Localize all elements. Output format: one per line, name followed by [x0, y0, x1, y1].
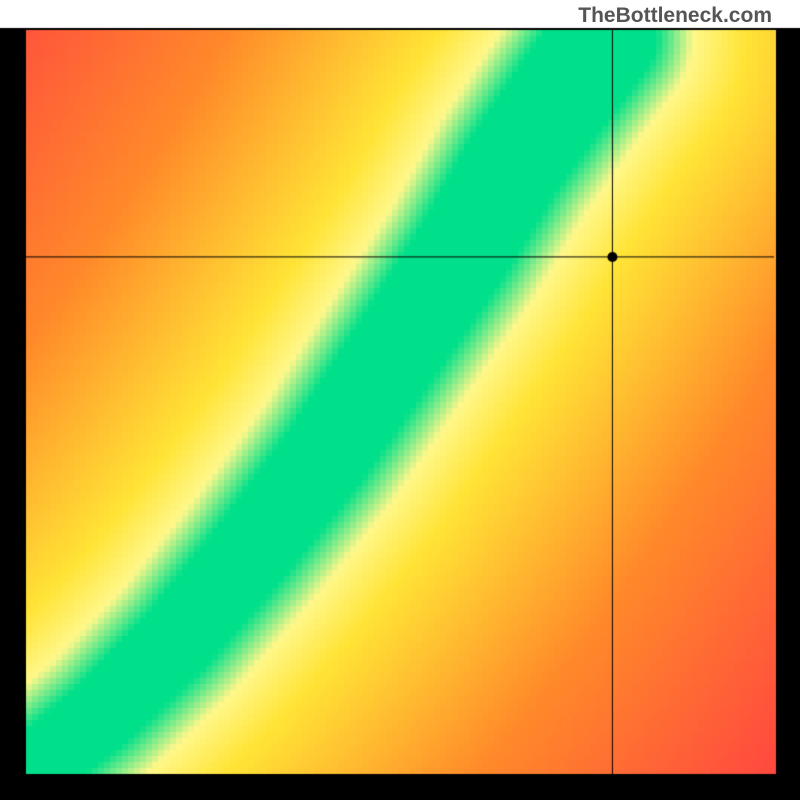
bottleneck-heatmap [0, 0, 800, 800]
watermark-text: TheBottleneck.com [578, 4, 772, 28]
chart-container: TheBottleneck.com [0, 0, 800, 800]
